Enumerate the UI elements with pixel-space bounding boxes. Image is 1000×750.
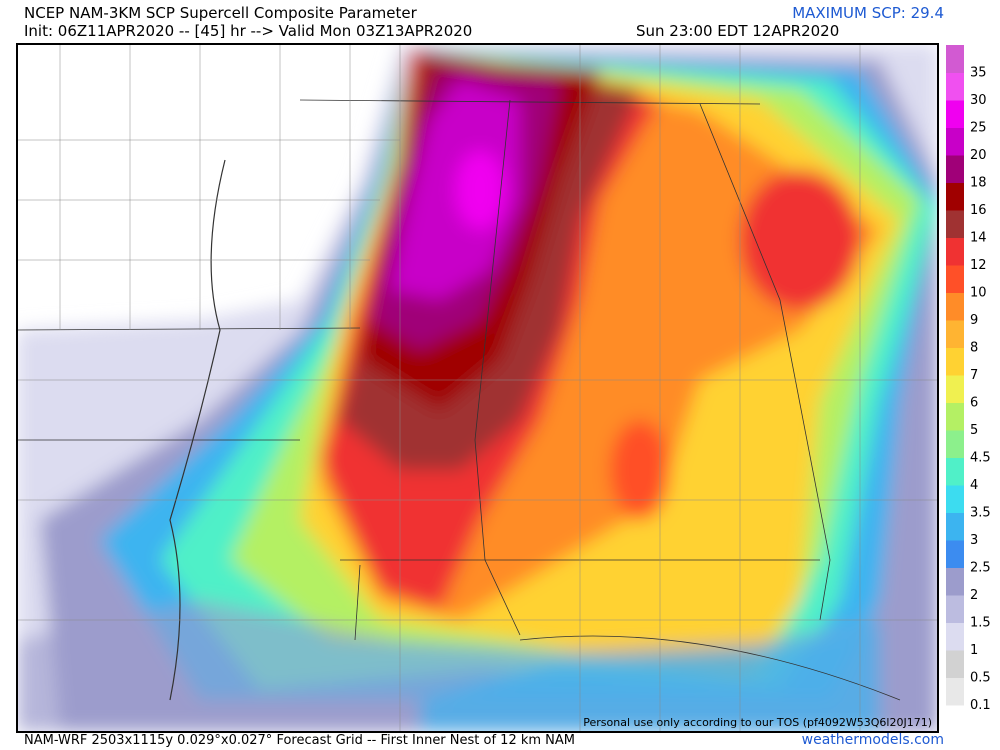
- legend-label: 20: [970, 148, 987, 163]
- legend-swatch: [946, 347, 964, 376]
- legend-label: 30: [970, 93, 987, 108]
- legend-label: 16: [970, 203, 987, 218]
- footer-site: weathermodels.com: [801, 732, 944, 748]
- legend-label: 3: [970, 533, 978, 548]
- init-time: Init: 06Z11APR2020 -- [45] hr --> Valid …: [24, 22, 473, 40]
- legend-label: 2: [970, 588, 978, 603]
- legend-swatch: [946, 457, 964, 486]
- legend-swatch: [946, 72, 964, 101]
- legend-swatch: [946, 622, 964, 651]
- legend-swatch: [946, 182, 964, 211]
- legend-label: 18: [970, 176, 987, 191]
- legend-label: 0.5: [970, 671, 991, 686]
- title: NCEP NAM-3KM SCP Supercell Composite Par…: [24, 4, 417, 22]
- legend-label: 2.5: [970, 561, 991, 576]
- valid-time: Sun 23:00 EDT 12APR2020: [636, 22, 840, 40]
- legend-label: 4.5: [970, 451, 991, 466]
- legend-label: 10: [970, 286, 987, 301]
- boundaries: [17, 99, 901, 701]
- legend-label: 7: [970, 368, 978, 383]
- legend-swatch: [946, 595, 964, 623]
- legend-label: 8: [970, 341, 978, 356]
- legend-swatch: [946, 567, 964, 596]
- legend-label: 25: [970, 121, 987, 136]
- scp-field: [17, 44, 938, 732]
- legend-label: 12: [970, 258, 987, 273]
- legend-swatch: [946, 265, 964, 293]
- legend-swatch: [946, 127, 964, 156]
- legend-swatch: [946, 430, 964, 458]
- legend-swatch: [946, 402, 964, 431]
- legend-swatch: [946, 210, 964, 238]
- watermark: Personal use only according to our TOS (…: [583, 716, 932, 729]
- legend-swatch: [946, 485, 964, 513]
- legend-label: 1.5: [970, 616, 991, 631]
- county-lines: [17, 44, 938, 732]
- footer-grid: NAM-WRF 2503x1115y 0.029°x0.027° Forecas…: [24, 733, 576, 748]
- legend-label: 5: [970, 423, 978, 438]
- legend-swatch: [946, 677, 964, 706]
- legend-label: 3.5: [970, 506, 991, 521]
- legend-label: 35: [970, 66, 987, 81]
- legend-swatch: [946, 375, 964, 403]
- legend-label: 9: [970, 313, 978, 328]
- legend-swatch: [946, 100, 964, 128]
- legend-swatch: [946, 155, 964, 183]
- legend-label: 14: [970, 231, 987, 246]
- legend-swatch: [946, 320, 964, 348]
- map: [17, 44, 938, 732]
- maximum-value: MAXIMUM SCP: 29.4: [792, 4, 944, 22]
- legend-swatch: [946, 292, 964, 321]
- legend-label: 0.1: [970, 698, 991, 713]
- legend-swatch: [946, 650, 964, 678]
- legend-label: 1: [970, 643, 978, 658]
- map-frame: [16, 43, 939, 733]
- legend-label: 4: [970, 478, 978, 493]
- legend-label: 6: [970, 396, 978, 411]
- legend-swatch: [946, 45, 964, 73]
- legend-swatch: [946, 237, 964, 266]
- legend-swatch: [946, 540, 964, 568]
- legend: 0.1 0.5 1 1.5 2 2.5 3 3.5 4 4.5 5 6 7 8 9 10 12 14 16 18 20 2…: [946, 45, 991, 713]
- legend-swatch: [946, 512, 964, 541]
